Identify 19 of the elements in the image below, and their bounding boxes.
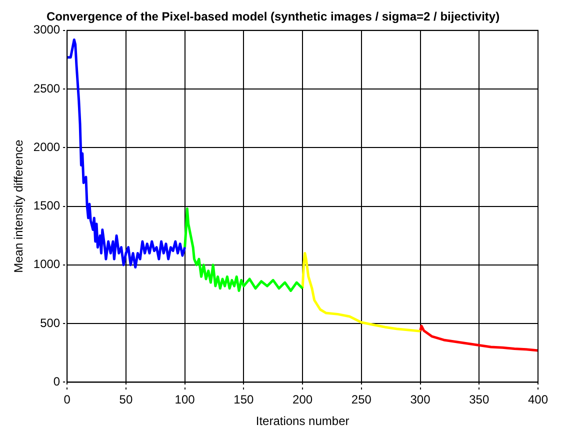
y-axis-title: Mean intensity difference [12,139,26,273]
x-tick-label: 250 [351,392,372,407]
y-tick-label: 3000 [33,22,60,37]
x-tick-label: 400 [528,392,548,407]
y-tick-label: 1500 [33,198,60,213]
x-tick-label: 200 [292,392,313,407]
y-tick-label: 2000 [33,140,60,154]
x-tick-label: 100 [174,392,196,407]
y-tick-label: 500 [40,316,60,330]
x-tick-label: 0 [64,392,71,407]
x-tick-label: 350 [469,392,490,407]
y-tick-label: 1000 [33,257,60,272]
chart-title: Convergence of the Pixel-based model (synthetic images / sigma=2 / bijectivity) [46,10,500,24]
x-tick-label: 300 [410,392,431,407]
x-tick-label: 50 [119,392,133,407]
y-tick-label: 2500 [33,81,60,96]
x-axis-title: Iterations number [256,414,350,428]
x-tick-label: 150 [234,392,254,407]
y-tick-label: 0 [53,374,60,389]
